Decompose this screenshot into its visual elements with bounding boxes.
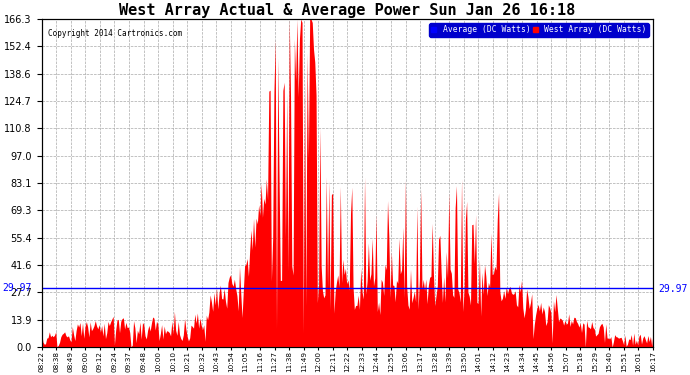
Text: Copyright 2014 Cartronics.com: Copyright 2014 Cartronics.com: [48, 29, 182, 38]
Legend: Average (DC Watts), West Array (DC Watts): Average (DC Watts), West Array (DC Watts…: [429, 23, 649, 37]
Title: West Array Actual & Average Power Sun Jan 26 16:18: West Array Actual & Average Power Sun Ja…: [119, 3, 575, 18]
Text: 29.97: 29.97: [3, 283, 32, 293]
